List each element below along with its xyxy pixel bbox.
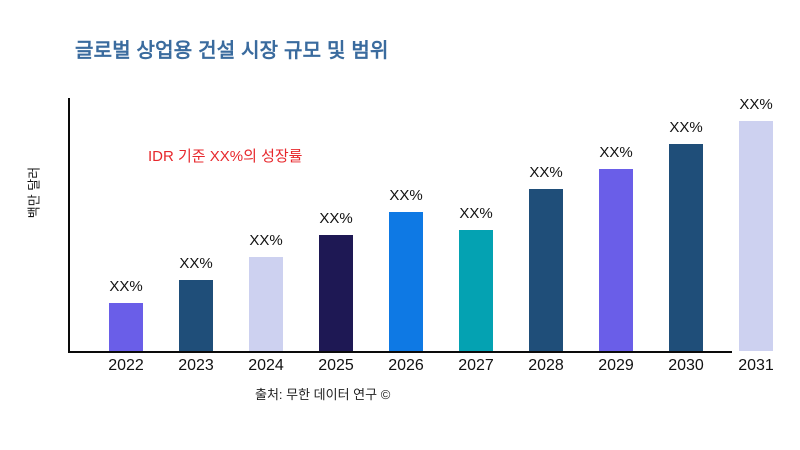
bar-2028	[529, 189, 563, 351]
source-note: 출처: 무한 데이터 연구 ©	[255, 387, 391, 402]
bar-2025	[319, 235, 353, 351]
bar-2023	[179, 280, 213, 351]
bar-value-label-2029: XX%	[599, 144, 633, 161]
x-tick-label-2025: 2025	[318, 357, 354, 374]
bar-value-label-2028: XX%	[529, 164, 563, 181]
bar-2031	[739, 121, 773, 351]
bar-2027	[459, 230, 493, 351]
y-axis-label: 백만 달러	[26, 166, 42, 219]
bar-2022	[109, 303, 143, 351]
x-tick-label-2030: 2030	[668, 357, 704, 374]
bar-value-label-2023: XX%	[179, 255, 213, 272]
x-tick-label-2023: 2023	[178, 357, 214, 374]
bar-2030	[669, 144, 703, 351]
x-tick-label-2027: 2027	[458, 357, 494, 374]
bar-2026	[389, 212, 423, 351]
x-axis-line	[68, 351, 732, 353]
y-axis-line	[68, 98, 70, 353]
x-tick-label-2029: 2029	[598, 357, 634, 374]
x-tick-label-2022: 2022	[108, 357, 144, 374]
bar-value-label-2022: XX%	[109, 278, 143, 295]
x-tick-label-2028: 2028	[528, 357, 564, 374]
x-tick-label-2031: 2031	[738, 357, 774, 374]
x-tick-label-2024: 2024	[248, 357, 284, 374]
chart-title: 글로벌 상업용 건설 시장 규모 및 범위	[75, 40, 389, 62]
x-tick-label-2026: 2026	[388, 357, 424, 374]
bar-2024	[249, 257, 283, 351]
bar-value-label-2026: XX%	[389, 187, 423, 204]
bar-value-label-2027: XX%	[459, 205, 493, 222]
bar-value-label-2025: XX%	[319, 210, 353, 227]
bar-value-label-2024: XX%	[249, 232, 283, 249]
bar-value-label-2031: XX%	[739, 96, 773, 113]
growth-rate-annotation: IDR 기준 XX%의 성장률	[148, 148, 303, 165]
bar-2029	[599, 169, 633, 351]
bar-value-label-2030: XX%	[669, 119, 703, 136]
